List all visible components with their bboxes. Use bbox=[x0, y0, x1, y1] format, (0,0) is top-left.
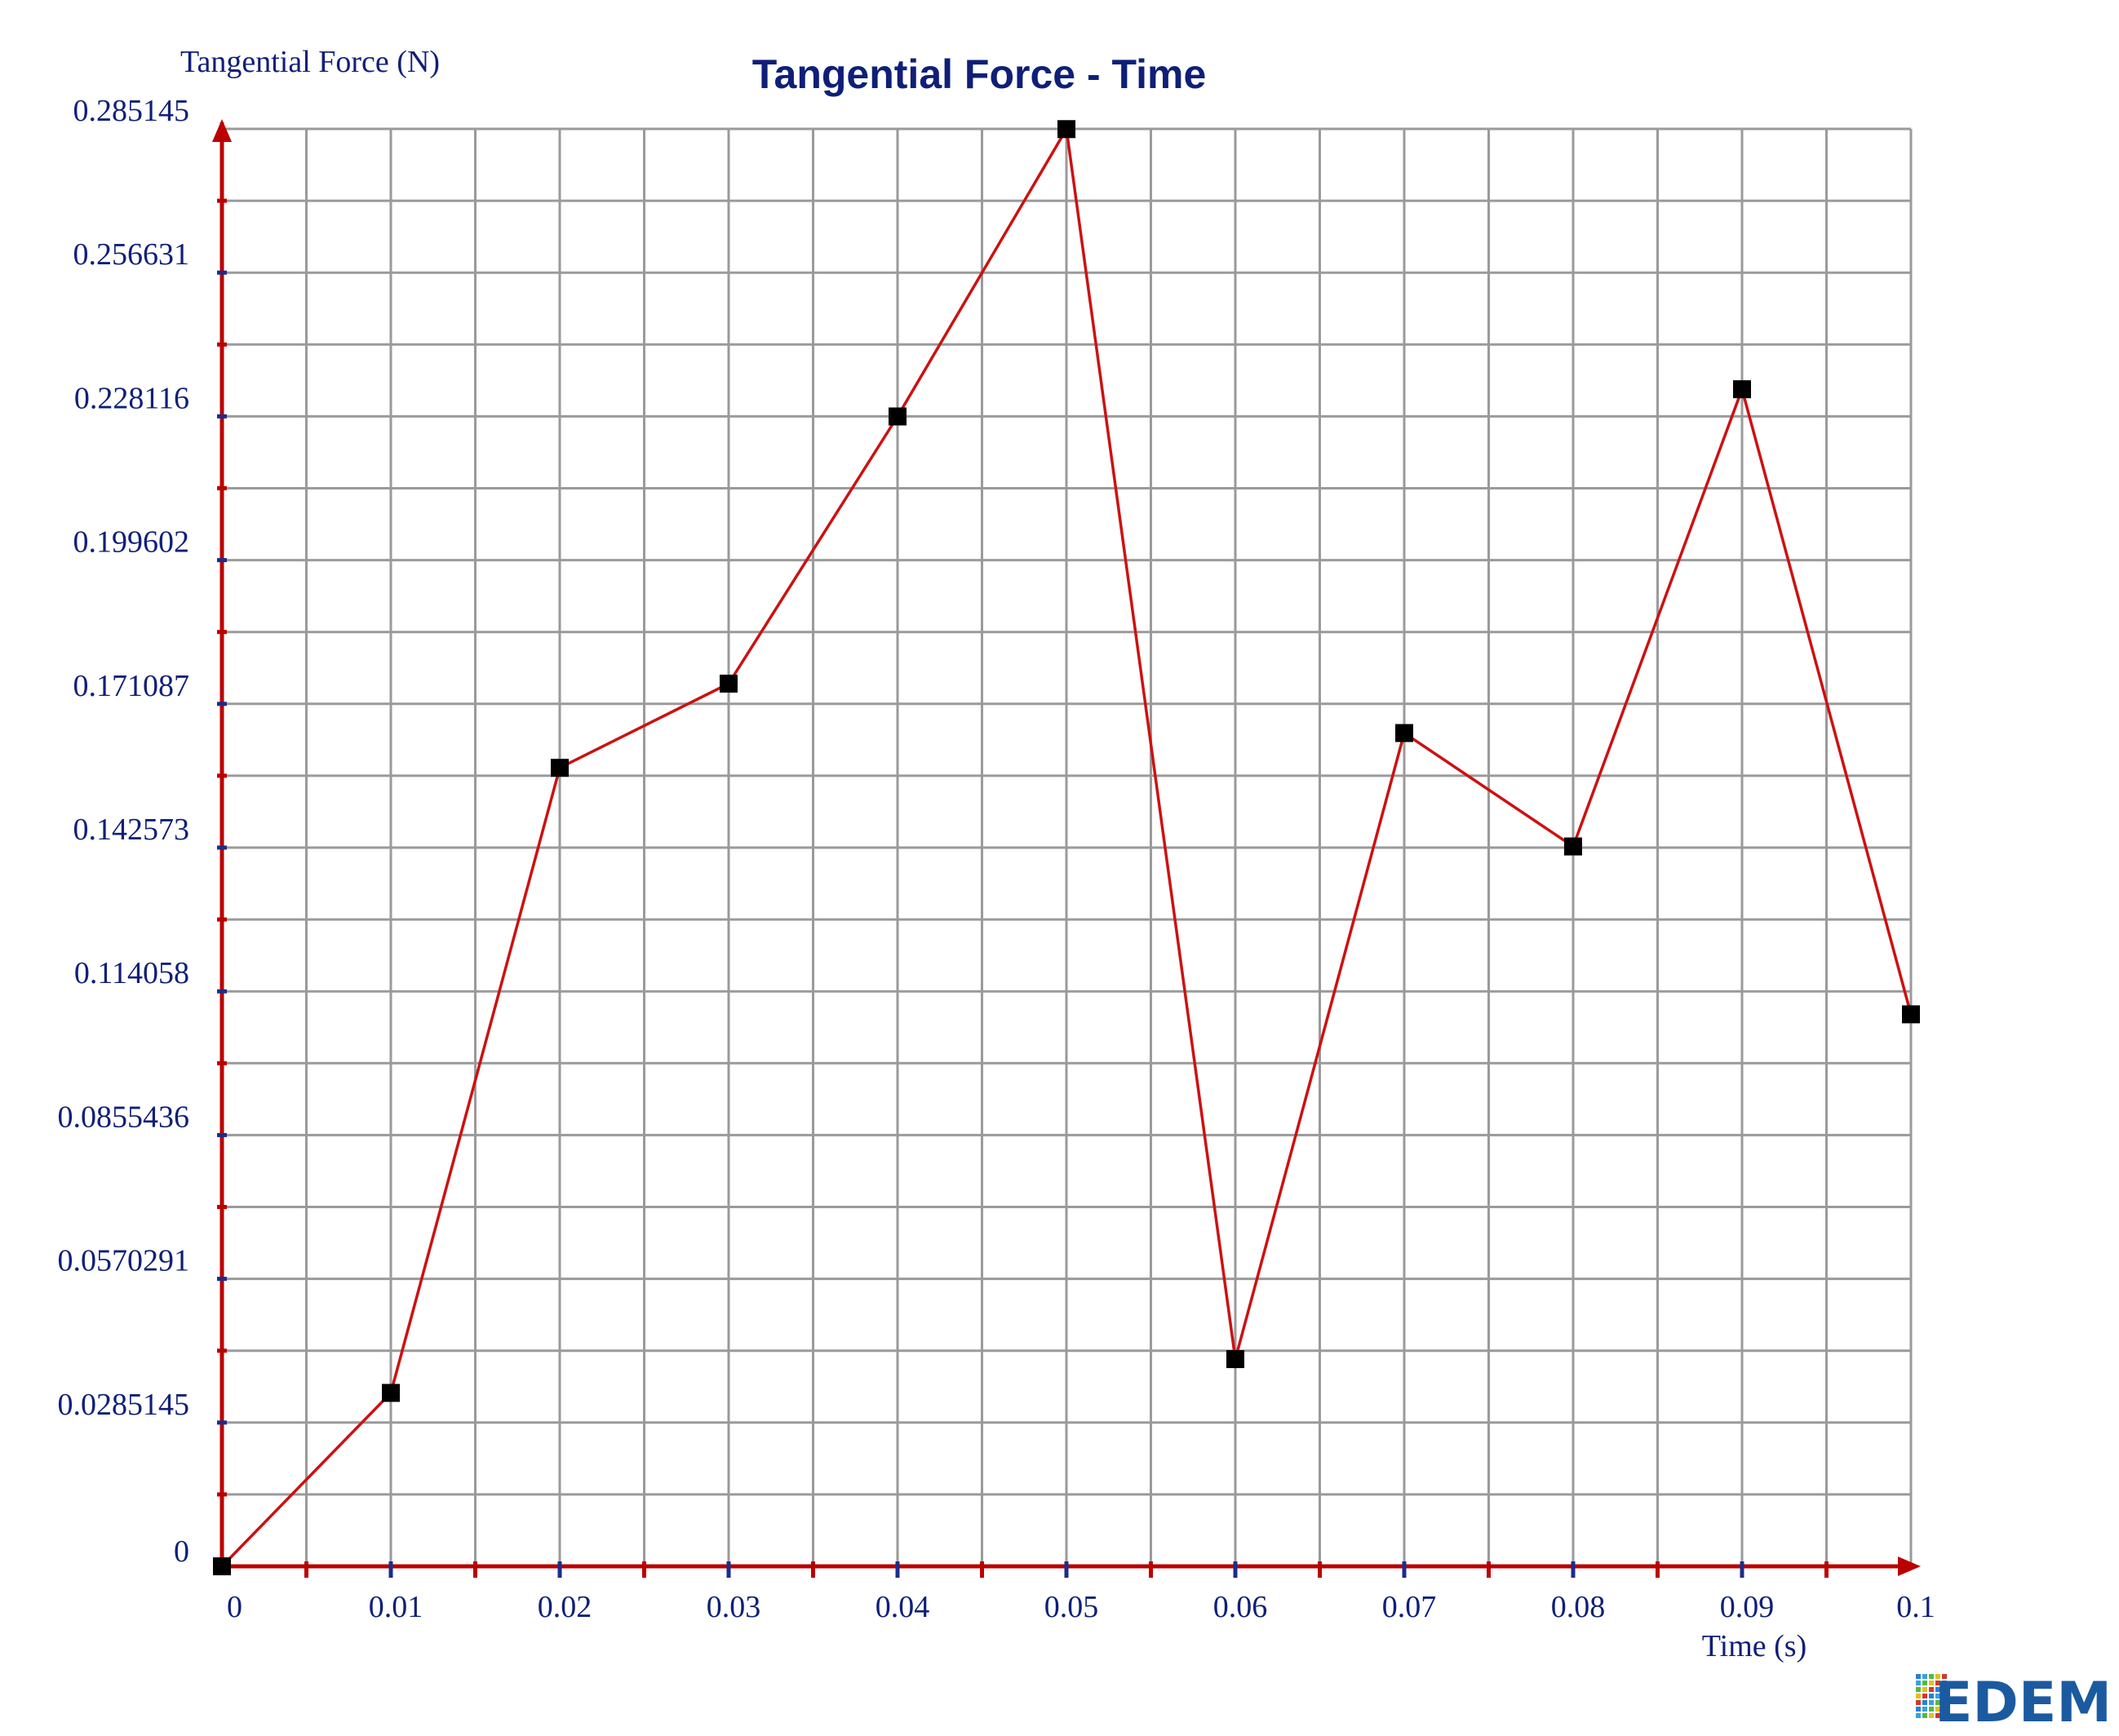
logo-mark-dot bbox=[1929, 1700, 1934, 1705]
logo-mark-dot bbox=[1935, 1707, 1940, 1712]
data-point-marker bbox=[1395, 724, 1413, 742]
logo-mark-dot bbox=[1935, 1687, 1940, 1692]
grid bbox=[222, 127, 1913, 1566]
y-tick-label: 0.0570291 bbox=[58, 1244, 190, 1278]
y-tick-label: 0.0285145 bbox=[58, 1388, 190, 1422]
axes bbox=[212, 119, 1921, 1578]
logo-mark-dot bbox=[1922, 1713, 1927, 1718]
x-tick-label: 0.01 bbox=[369, 1590, 423, 1624]
logo-mark-dot bbox=[1942, 1681, 1947, 1685]
logo-mark-dot bbox=[1922, 1687, 1927, 1692]
logo-mark-dot bbox=[1916, 1713, 1921, 1718]
data-point-marker bbox=[1564, 837, 1582, 856]
data-point-marker bbox=[213, 1557, 231, 1575]
logo-mark-dot bbox=[1922, 1694, 1927, 1698]
logo-mark-dot bbox=[1935, 1674, 1940, 1679]
edem-logo-mark-icon bbox=[1916, 1674, 1947, 1718]
logo-mark-dot bbox=[1942, 1694, 1947, 1698]
logo-mark-dot bbox=[1929, 1674, 1934, 1679]
x-tick-label: 0.03 bbox=[707, 1590, 761, 1624]
logo-mark-dot bbox=[1916, 1707, 1921, 1712]
x-tick-label: 0.02 bbox=[538, 1590, 592, 1624]
data-point-marker bbox=[1226, 1350, 1244, 1369]
logo-mark-dot bbox=[1929, 1713, 1934, 1718]
x-tick-label: 0.1 bbox=[1896, 1590, 1935, 1624]
y-tick-label: 0.228116 bbox=[74, 381, 189, 415]
logo-mark-dot bbox=[1922, 1681, 1927, 1685]
x-tick-label: 0 bbox=[227, 1590, 242, 1624]
x-axis-label: Time (s) bbox=[1702, 1629, 1806, 1663]
logo-mark-dot bbox=[1922, 1700, 1927, 1705]
logo-mark-dot bbox=[1942, 1713, 1947, 1718]
data-point-marker bbox=[551, 759, 569, 777]
logo-mark-dot bbox=[1935, 1694, 1940, 1698]
logo-mark-dot bbox=[1929, 1694, 1934, 1698]
y-tick-label: 0.256631 bbox=[73, 237, 190, 272]
x-tick-label: 0.04 bbox=[876, 1590, 930, 1624]
y-axis-label: Tangential Force (N) bbox=[180, 45, 440, 79]
edem-logo: EDEM bbox=[1916, 1671, 2112, 1735]
series bbox=[213, 120, 1920, 1575]
y-tick-label: 0.199602 bbox=[73, 525, 190, 560]
chart-title: Tangential Force - Time bbox=[752, 51, 1207, 97]
logo-mark-dot bbox=[1922, 1674, 1927, 1679]
x-tick-label: 0.09 bbox=[1720, 1590, 1775, 1624]
logo-mark-dot bbox=[1942, 1687, 1947, 1692]
logo-mark-dot bbox=[1935, 1713, 1940, 1718]
tick-labels: 0 0.0285145 0.0570291 0.0855436 0.114058 0.14… bbox=[58, 94, 1935, 1624]
data-point-marker bbox=[1733, 380, 1751, 399]
logo-mark-dot bbox=[1916, 1694, 1921, 1698]
logo-mark-dot bbox=[1942, 1700, 1947, 1705]
y-tick-label: 0.285145 bbox=[73, 94, 190, 128]
x-tick-label: 0.06 bbox=[1213, 1590, 1268, 1624]
data-point-marker bbox=[1057, 120, 1075, 139]
logo-mark-dot bbox=[1929, 1707, 1934, 1712]
data-point-marker bbox=[382, 1384, 400, 1402]
x-tick-label: 0.05 bbox=[1044, 1590, 1099, 1624]
logo-mark-dot bbox=[1929, 1687, 1934, 1692]
x-tick-label: 0.08 bbox=[1551, 1590, 1606, 1624]
logo-mark-dot bbox=[1916, 1674, 1921, 1679]
logo-mark-dot bbox=[1929, 1681, 1934, 1685]
x-tick-label: 0.07 bbox=[1382, 1590, 1437, 1624]
logo-mark-dot bbox=[1935, 1700, 1940, 1705]
y-tick-label: 0.114058 bbox=[74, 956, 189, 990]
y-tick-label: 0.0855436 bbox=[58, 1100, 190, 1134]
x-axis-arrow-icon bbox=[1898, 1557, 1921, 1576]
y-tick-label: 0.171087 bbox=[73, 669, 190, 703]
data-point-marker bbox=[1902, 1005, 1920, 1024]
edem-logo-text: EDEM bbox=[1935, 1671, 2112, 1735]
logo-mark-dot bbox=[1942, 1674, 1947, 1679]
logo-mark-dot bbox=[1922, 1707, 1927, 1712]
y-tick-label: 0.142573 bbox=[73, 813, 190, 847]
data-point-marker bbox=[720, 675, 738, 693]
logo-mark-dot bbox=[1916, 1687, 1921, 1692]
y-tick-label: 0 bbox=[174, 1534, 189, 1569]
data-point-marker bbox=[889, 407, 907, 426]
logo-mark-dot bbox=[1916, 1681, 1921, 1685]
logo-mark-dot bbox=[1935, 1681, 1940, 1685]
logo-mark-dot bbox=[1942, 1707, 1947, 1712]
logo-mark-dot bbox=[1916, 1700, 1921, 1705]
y-axis-arrow-icon bbox=[212, 119, 232, 142]
